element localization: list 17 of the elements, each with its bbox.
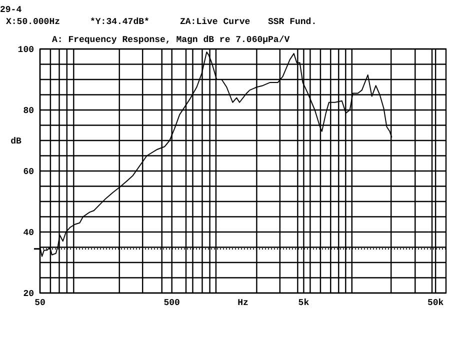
x-axis-title: Hz: [238, 298, 248, 308]
x-tick-label: 50: [34, 298, 46, 308]
chart-title: A: Frequency Response, Magn dB re 7.060µPa/V: [52, 35, 290, 45]
x-tick-label: 500: [164, 298, 180, 308]
y-tick-label: 80: [23, 106, 34, 116]
text: 29-4: [0, 5, 22, 15]
y-tick-label: 40: [23, 228, 34, 238]
text: *Y:34.47dB*: [90, 17, 150, 27]
text: SSR Fund.: [268, 17, 317, 27]
y-tick-label: 60: [23, 167, 34, 178]
y-tick-label: 20: [23, 289, 34, 300]
x-tick-label: 5k: [298, 298, 310, 308]
text: ZA:Live Curve: [180, 17, 250, 27]
y-tick-label: 100: [18, 45, 34, 56]
text: X:50.000Hz: [6, 17, 60, 27]
y-axis-title: dB: [10, 136, 22, 147]
x-tick-label: 50k: [427, 298, 444, 308]
